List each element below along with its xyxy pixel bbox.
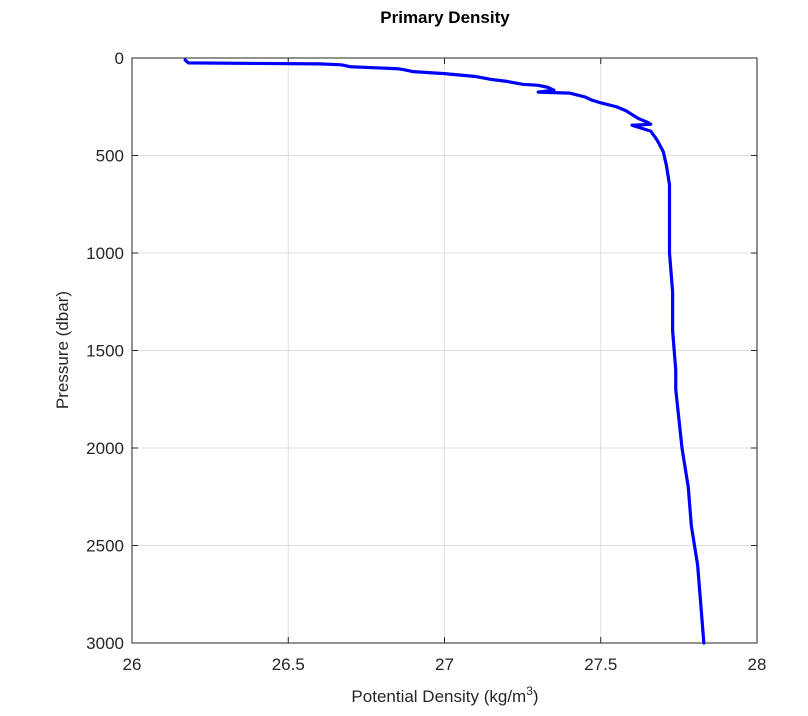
axis-ticks: 26 26.5 27 27.5 28 0 500 1000 1500 2000 2500 3000 [86,49,766,674]
y-tick-label: 1000 [86,244,124,263]
y-tick-label: 2000 [86,439,124,458]
x-tick-label: 27 [435,655,454,674]
y-tick-label: 500 [96,147,124,166]
x-axis-label-superscript: 3 [526,684,533,698]
x-tick-label: 26.5 [272,655,305,674]
x-tick-label: 27.5 [584,655,617,674]
y-tick-label: 1500 [86,342,124,361]
y-tick-label: 0 [115,49,124,68]
chart-title: Primary Density [380,8,510,27]
y-tick-label: 3000 [86,634,124,653]
x-axis-label-main: Potential Density (kg/m [351,687,526,706]
y-tick-label: 2500 [86,537,124,556]
y-axis-label: Pressure (dbar) [53,291,72,409]
x-tick-label: 28 [748,655,767,674]
x-tick-label: 26 [123,655,142,674]
density-profile-line [183,58,706,645]
grid [131,57,758,644]
x-axis-label: Potential Density (kg/m3) [351,684,538,706]
x-axis-label-tail: ) [533,687,539,706]
series-group [183,58,706,645]
